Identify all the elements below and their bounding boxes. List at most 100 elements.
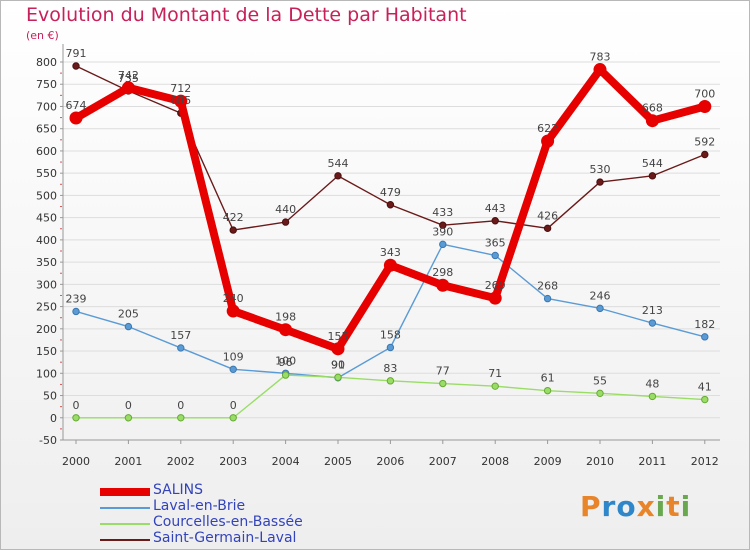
data-label: 298 — [432, 266, 453, 279]
data-label: 246 — [590, 289, 611, 302]
data-point — [491, 217, 499, 225]
data-point — [701, 333, 709, 341]
y-tick-label: 400 — [36, 234, 57, 247]
data-label: 365 — [485, 236, 506, 249]
data-label: 48 — [645, 377, 659, 390]
x-tick-label: 2011 — [638, 455, 666, 468]
data-label: 544 — [328, 157, 349, 170]
data-point — [439, 221, 447, 229]
data-point — [72, 414, 80, 422]
data-point — [124, 322, 133, 331]
legend-swatch — [100, 523, 150, 525]
logo-letter: t — [666, 490, 681, 523]
data-point — [72, 62, 80, 70]
data-label: 182 — [694, 318, 715, 331]
data-point — [177, 344, 185, 352]
x-tick-label: 2000 — [62, 455, 90, 468]
data-point — [386, 377, 395, 385]
data-point — [648, 392, 657, 401]
data-label: 0 — [230, 399, 237, 412]
y-tick-label: 100 — [36, 367, 57, 380]
data-label: 343 — [380, 246, 401, 259]
data-label: 668 — [642, 102, 663, 115]
data-labels: 674 742 712 240 198 155 343 298 269 622 783 668 700 2… — [66, 47, 716, 412]
data-label: 100 — [275, 354, 296, 367]
data-point — [596, 304, 604, 313]
logo-letter: i — [680, 490, 692, 523]
data-point — [436, 278, 450, 292]
data-point — [281, 371, 290, 379]
data-point — [72, 307, 80, 316]
data-point — [229, 414, 237, 422]
legend-swatch — [100, 539, 150, 541]
data-label: 443 — [485, 202, 506, 215]
proxiti-logo: Proxiti — [580, 490, 691, 523]
x-tick-label: 2008 — [481, 455, 509, 468]
y-tick-label: -50 — [39, 434, 57, 447]
data-label: 544 — [642, 157, 663, 170]
data-point — [543, 386, 552, 395]
data-point — [645, 114, 659, 128]
x-tick-label: 2001 — [114, 455, 142, 468]
y-tick-label: 250 — [36, 301, 57, 314]
data-label: 479 — [380, 186, 401, 199]
logo-letter: x — [636, 490, 656, 523]
data-point — [648, 319, 657, 327]
data-label: 685 — [170, 94, 191, 107]
data-label: 155 — [328, 330, 349, 343]
data-label: 41 — [698, 381, 712, 394]
data-point — [177, 414, 185, 422]
legend-swatch — [100, 507, 150, 509]
data-label: 91 — [331, 358, 345, 371]
data-label: 55 — [593, 374, 607, 387]
x-tick-label: 2005 — [324, 455, 352, 468]
data-point — [593, 63, 607, 77]
y-tick-label: 650 — [36, 123, 57, 136]
data-label: 83 — [383, 362, 397, 375]
data-point — [596, 178, 604, 186]
unit-label: (en €) — [26, 29, 59, 42]
data-point — [331, 342, 345, 356]
data-label: 71 — [488, 367, 502, 380]
data-label: 213 — [642, 304, 663, 317]
y-tick-label: 350 — [36, 256, 57, 269]
data-label: 268 — [537, 280, 558, 293]
data-point — [229, 365, 237, 373]
data-label: 205 — [118, 308, 139, 321]
data-point — [69, 111, 83, 125]
data-point — [334, 172, 342, 180]
logo-letter: P — [580, 490, 602, 523]
data-point — [174, 94, 188, 108]
data-label: 390 — [432, 225, 453, 238]
data-label: 198 — [275, 311, 296, 324]
data-label: 791 — [66, 47, 87, 60]
legend-label: SALINS — [153, 482, 204, 498]
data-point — [701, 150, 709, 159]
data-point — [386, 343, 395, 352]
y-tick-label: 150 — [36, 345, 57, 358]
y-tick-label: 200 — [36, 323, 57, 336]
data-point — [226, 304, 240, 318]
data-label: 157 — [170, 329, 191, 342]
x-tick-label: 2007 — [429, 455, 457, 468]
data-label: 0 — [125, 399, 132, 412]
data-point — [281, 218, 290, 226]
chart-title: Evolution du Montant de la Dette par Hab… — [26, 4, 467, 26]
data-label: 90 — [331, 359, 345, 372]
y-tick-label: 600 — [36, 145, 57, 158]
y-tick-label: 550 — [36, 167, 57, 180]
data-label: 239 — [66, 292, 87, 305]
data-label: 433 — [432, 206, 453, 219]
data-label: 735 — [118, 72, 139, 85]
axes: -500501001502002503003504004505005506006… — [36, 44, 720, 468]
x-tick-label: 2002 — [167, 455, 195, 468]
data-point — [386, 201, 395, 209]
data-label: 96 — [279, 356, 293, 369]
legend-label: Laval-en-Brie — [153, 498, 246, 514]
data-label: 422 — [223, 211, 244, 224]
data-label: 0 — [73, 399, 80, 412]
data-point — [124, 414, 133, 422]
series — [69, 62, 712, 422]
data-point — [491, 382, 499, 390]
